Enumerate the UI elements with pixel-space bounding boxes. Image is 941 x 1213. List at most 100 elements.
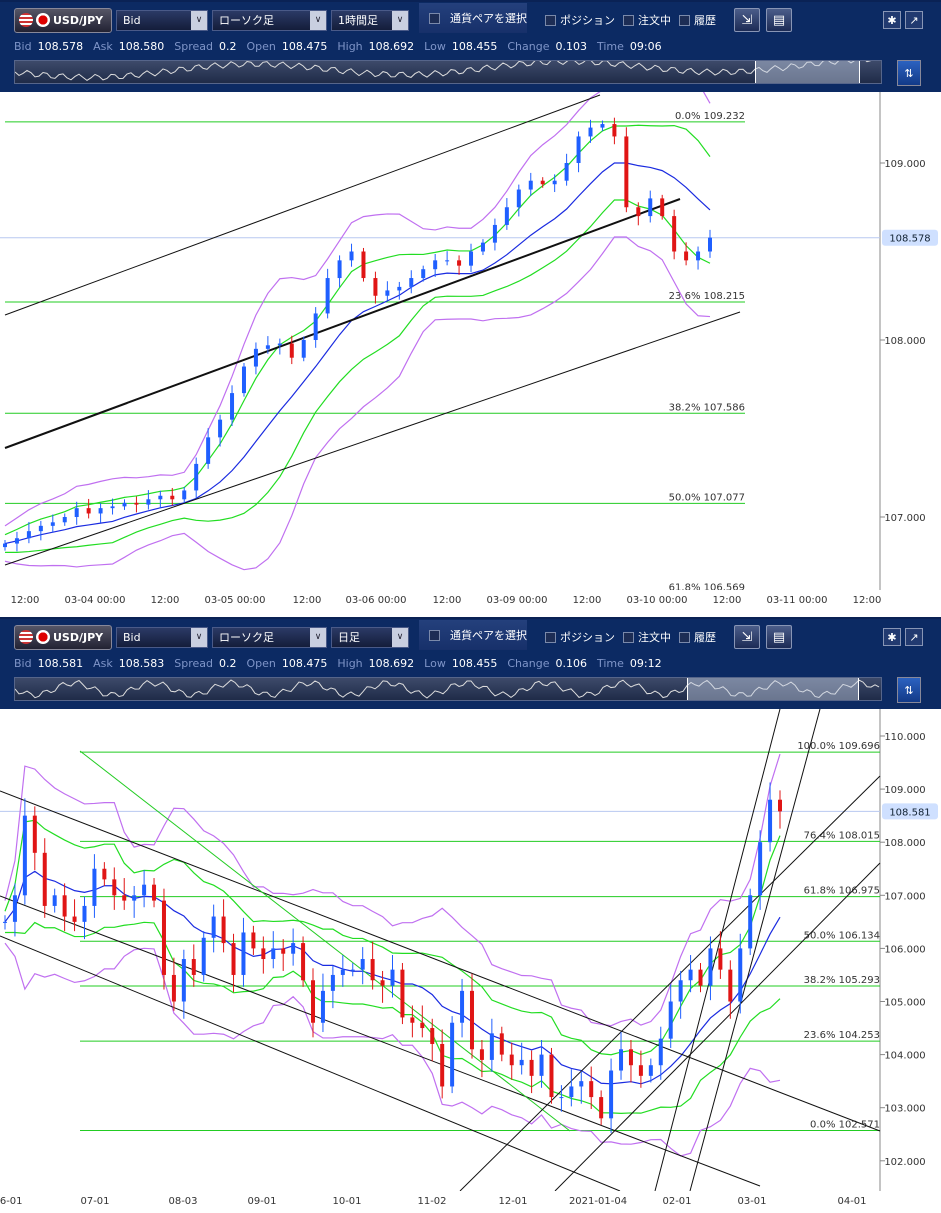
candle: [221, 899, 226, 953]
candle: [660, 194, 665, 220]
candle: [261, 936, 266, 974]
select-pair-button[interactable]: 通貨ペアを選択: [419, 3, 527, 33]
price-type-select[interactable]: Bid ∨: [116, 626, 208, 648]
trend-line[interactable]: [4, 94, 601, 316]
trend-line[interactable]: [654, 708, 781, 1192]
chevron-down-icon: ∨: [191, 10, 207, 30]
candle-body: [588, 127, 593, 137]
chart-window-icon[interactable]: ⇲: [734, 625, 760, 649]
chart-type-select[interactable]: ローソク足 ∨: [212, 626, 327, 648]
moving-average-line: [4, 162, 711, 545]
candle-body: [22, 815, 27, 896]
checkbox-box[interactable]: [623, 14, 634, 26]
checkbox-box[interactable]: [623, 631, 634, 643]
candle-body: [479, 1049, 484, 1060]
candle: [330, 965, 335, 1009]
candle: [540, 177, 545, 188]
jp-flag-icon: [36, 630, 50, 644]
time-tick-label: 09-01: [247, 1196, 277, 1207]
list-window-icon[interactable]: ▤: [766, 8, 792, 32]
checkbox-orders[interactable]: 注文中: [623, 629, 671, 645]
candle-body: [559, 1097, 564, 1099]
price-chart[interactable]: 0.0% 109.232 23.6% 108.215 38.2% 107.586 50…: [0, 70, 941, 594]
candle-body: [609, 1070, 614, 1119]
candle: [549, 1047, 554, 1104]
select-pair-button[interactable]: 通貨ペアを選択: [419, 620, 527, 650]
bollinger-lower-1sigma: [5, 199, 711, 553]
price-tick-label: 104.000: [884, 1051, 925, 1062]
trend-line[interactable]: [0, 935, 621, 1192]
checkbox-box[interactable]: [545, 631, 556, 643]
zoom-toggle-button[interactable]: ⇅: [897, 677, 921, 703]
navigator-handle[interactable]: [755, 61, 860, 83]
current-price-badge: [882, 803, 938, 820]
gear-icon[interactable]: ✱: [883, 11, 901, 29]
candle-body: [330, 974, 335, 991]
checkbox-orders[interactable]: 注文中: [623, 12, 671, 28]
candle: [72, 899, 77, 932]
candle: [579, 1071, 584, 1104]
checkbox-box[interactable]: [679, 14, 690, 26]
quote-info-bar: Bid 108.578 Ask 108.580 Spread 0.2 Open 108.475…: [14, 40, 666, 53]
trend-line[interactable]: [4, 198, 681, 449]
candle: [360, 947, 365, 985]
candle-body: [74, 508, 79, 517]
checkbox-position[interactable]: ポジション: [545, 12, 615, 28]
checkbox-position[interactable]: ポジション: [545, 629, 615, 645]
candle: [14, 531, 19, 552]
chevron-down-icon: ∨: [392, 627, 408, 647]
zoom-toggle-button[interactable]: ⇅: [897, 60, 921, 86]
fib-level-label: 23.6% 108.215: [669, 291, 745, 302]
info-label: High: [337, 40, 363, 53]
checkbox-box[interactable]: [545, 14, 556, 26]
trend-line[interactable]: [0, 895, 761, 1187]
candle-body: [301, 943, 306, 981]
popout-icon[interactable]: ↗: [905, 628, 923, 646]
candle: [62, 513, 67, 526]
time-tick-label: 07-01: [80, 1196, 110, 1207]
price-type-select[interactable]: Bid ∨: [116, 9, 208, 31]
navigator-scrollbar[interactable]: [14, 677, 882, 701]
candle: [409, 270, 414, 294]
candle: [350, 963, 355, 977]
candle-body: [768, 799, 773, 843]
navigator-handle[interactable]: [687, 678, 859, 700]
candle-body: [261, 948, 266, 960]
list-window-icon[interactable]: ▤: [766, 625, 792, 649]
candle-body: [409, 278, 414, 287]
chevron-down-icon: ∨: [191, 627, 207, 647]
trend-line[interactable]: [554, 862, 881, 1192]
checkbox-box[interactable]: [679, 631, 690, 643]
popout-icon[interactable]: ↗: [905, 11, 923, 29]
candle: [400, 963, 405, 1025]
price-tick-label: 107.000: [884, 891, 925, 902]
trend-line[interactable]: [459, 775, 881, 1192]
currency-pair-button[interactable]: USD/JPY: [14, 624, 112, 650]
candle-body: [201, 937, 206, 975]
chart-type-select[interactable]: ローソク足 ∨: [212, 9, 327, 31]
navigator-scrollbar[interactable]: [14, 55, 882, 84]
trend-line[interactable]: [0, 790, 881, 1132]
candle-body: [708, 237, 712, 252]
time-tick-label: 12-01: [498, 1196, 528, 1207]
time-tick-label: 03-11 00:00: [766, 595, 828, 606]
trend-line[interactable]: [689, 708, 821, 1192]
trend-line[interactable]: [79, 750, 571, 1132]
timeframe-select[interactable]: 日足 ∨: [331, 626, 409, 648]
time-tick-label: 2021-01-04: [568, 1196, 628, 1207]
candle-body: [42, 852, 47, 906]
currency-pair-button[interactable]: USD/JPY: [14, 7, 112, 33]
gear-icon[interactable]: ✱: [883, 628, 901, 646]
chevron-down-icon: ∨: [310, 10, 326, 30]
candle: [218, 414, 223, 447]
candle: [480, 239, 485, 256]
trend-line[interactable]: [4, 311, 741, 566]
candle-body: [628, 1049, 633, 1066]
candle: [230, 385, 235, 427]
info-label: Change: [507, 657, 550, 670]
checkbox-history[interactable]: 履歴: [679, 12, 716, 28]
chart-window-icon[interactable]: ⇲: [734, 8, 760, 32]
timeframe-select[interactable]: 1時間足 ∨: [331, 9, 409, 31]
checkbox-history[interactable]: 履歴: [679, 629, 716, 645]
